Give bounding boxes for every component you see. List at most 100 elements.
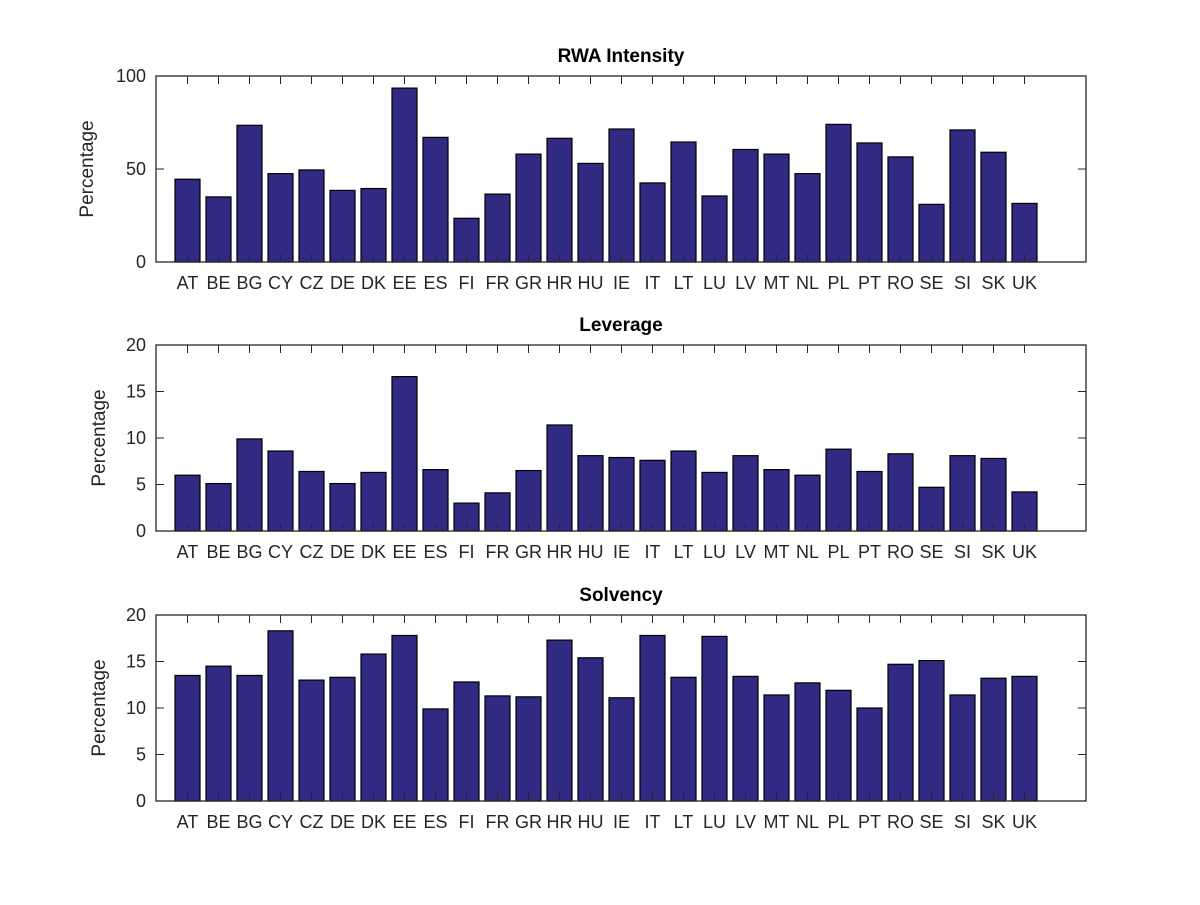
bar-it — [639, 182, 666, 263]
x-tick-label-de: DE — [330, 812, 355, 832]
x-tick-label-cy: CY — [268, 542, 293, 562]
bar-hr — [546, 424, 573, 532]
bar-pl — [825, 123, 852, 263]
x-tick-label-hu: HU — [578, 542, 604, 562]
bar-hu — [577, 657, 604, 802]
x-tick-label-lu: LU — [703, 812, 726, 832]
bar-hr — [546, 639, 573, 802]
x-tick-label-fr: FR — [486, 812, 510, 832]
bar-fr — [484, 193, 511, 263]
x-tick-label-se: SE — [919, 273, 943, 293]
bar-cz — [298, 470, 325, 532]
bar-cy — [267, 630, 294, 802]
x-tick-label-ee: EE — [392, 273, 416, 293]
y-tick-label: 0 — [136, 791, 146, 811]
bar-at — [174, 178, 201, 263]
bar-uk — [1011, 675, 1038, 802]
y-tick-label: 0 — [136, 521, 146, 541]
x-tick-label-uk: UK — [1012, 542, 1037, 562]
bar-nl — [794, 682, 821, 802]
x-tick-label-mt: MT — [764, 542, 790, 562]
x-tick-label-cz: CZ — [300, 812, 324, 832]
chart-panel-1: 0 5 10 15 20 AT BE BG CY CZ DE DK EE ES FI FR GR HR HU IE IT… — [89, 315, 1087, 562]
bar-si — [949, 455, 976, 532]
bar-dk — [360, 653, 387, 802]
bar-it — [639, 634, 666, 802]
bar-es — [422, 469, 449, 532]
x-tick-label-pt: PT — [858, 542, 881, 562]
x-tick-label-se: SE — [919, 812, 943, 832]
x-tick-label-bg: BG — [236, 812, 262, 832]
bar-it — [639, 459, 666, 532]
bar-ro — [887, 663, 914, 802]
bar-fr — [484, 695, 511, 802]
bar-de — [329, 189, 356, 263]
bar-mt — [763, 153, 790, 263]
x-tick-label-dk: DK — [361, 273, 386, 293]
x-tick-label-ee: EE — [392, 542, 416, 562]
x-tick-label-es: ES — [423, 812, 447, 832]
bar-gr — [515, 696, 542, 802]
bar-ee — [391, 87, 418, 263]
x-tick-label-hr: HR — [547, 273, 573, 293]
bar-pl — [825, 448, 852, 532]
x-tick-label-fi: FI — [459, 812, 475, 832]
x-tick-label-de: DE — [330, 542, 355, 562]
x-tick-label-ro: RO — [887, 542, 914, 562]
x-tick-label-fr: FR — [486, 273, 510, 293]
bar-dk — [360, 187, 387, 263]
bar-be — [205, 665, 232, 802]
x-tick-label-sk: SK — [981, 812, 1005, 832]
bar-cy — [267, 173, 294, 263]
bar-hu — [577, 162, 604, 263]
bar-se — [918, 203, 945, 263]
x-tick-label-cz: CZ — [300, 542, 324, 562]
bar-cy — [267, 450, 294, 532]
bar-ie — [608, 697, 635, 802]
y-axis-label: Percentage — [89, 659, 110, 756]
x-tick-label-lv: LV — [735, 273, 756, 293]
x-tick-label-es: ES — [423, 273, 447, 293]
x-tick-label-fi: FI — [459, 542, 475, 562]
x-tick-label-lv: LV — [735, 542, 756, 562]
x-tick-label-hr: HR — [547, 542, 573, 562]
bar-lu — [701, 471, 728, 532]
x-tick-label-lv: LV — [735, 812, 756, 832]
bar-ee — [391, 376, 418, 532]
bar-gr — [515, 469, 542, 532]
y-tick-label: 5 — [136, 475, 146, 495]
bar-sk — [980, 457, 1007, 532]
x-tick-label-ro: RO — [887, 273, 914, 293]
bar-mt — [763, 694, 790, 802]
x-tick-label-hr: HR — [547, 812, 573, 832]
x-tick-label-at: AT — [177, 812, 199, 832]
y-tick-label: 5 — [136, 745, 146, 765]
bar-sk — [980, 677, 1007, 802]
bar-lt — [670, 676, 697, 802]
chart-title: Leverage — [579, 315, 662, 336]
y-tick-label: 0 — [136, 252, 146, 272]
bar-ie — [608, 128, 635, 263]
bar-dk — [360, 471, 387, 532]
bar-at — [174, 474, 201, 532]
bar-es — [422, 708, 449, 802]
x-tick-label-hu: HU — [578, 812, 604, 832]
y-tick-label: 10 — [126, 698, 146, 718]
x-tick-label-hu: HU — [578, 273, 604, 293]
x-tick-label-nl: NL — [796, 542, 819, 562]
x-tick-label-it: IT — [645, 812, 661, 832]
x-tick-label-fi: FI — [459, 273, 475, 293]
x-tick-label-mt: MT — [764, 812, 790, 832]
y-tick-label: 100 — [116, 66, 146, 86]
x-tick-label-pl: PL — [827, 542, 849, 562]
bar-lu — [701, 195, 728, 263]
bar-cz — [298, 169, 325, 263]
x-tick-label-ee: EE — [392, 812, 416, 832]
x-tick-label-be: BE — [206, 542, 230, 562]
x-tick-label-nl: NL — [796, 812, 819, 832]
x-tick-label-si: SI — [954, 812, 971, 832]
bar-bg — [236, 124, 263, 263]
x-tick-label-pt: PT — [858, 812, 881, 832]
bar-si — [949, 129, 976, 263]
